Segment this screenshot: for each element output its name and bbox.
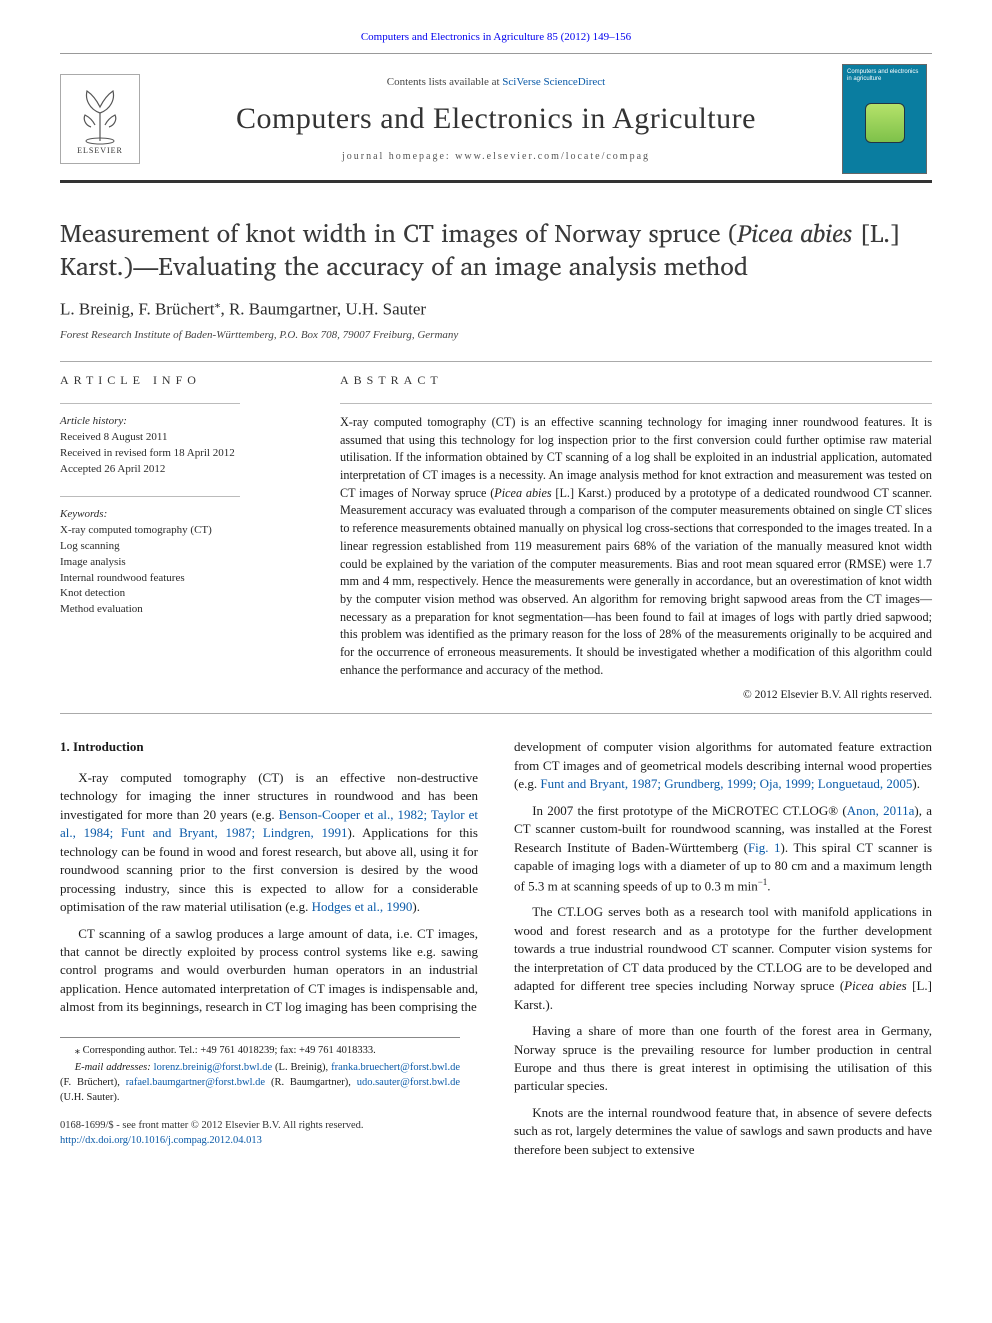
footnotes: ⁎ Corresponding author. Tel.: +49 761 40… [60, 1037, 460, 1106]
citation-link[interactable]: Funt and Bryant, 1987; Grundberg, 1999; … [540, 776, 912, 791]
cover-graphic-icon [865, 103, 905, 143]
article-info-heading: ARTICLE INFO [60, 372, 300, 389]
publisher-logo-col: ELSEVIER [60, 74, 150, 164]
affiliation: Forest Research Institute of Baden-Württ… [60, 328, 932, 343]
citation-link[interactable]: Anon, 2011a [847, 803, 915, 818]
abstract-species: Picea abies [494, 486, 551, 500]
abstract-bottom-rule [60, 713, 932, 714]
info-rule-2 [60, 496, 240, 497]
cover-col: Computers and electronics in agriculture [842, 64, 932, 174]
authors: L. Breinig, F. Brüchert⁎, R. Baumgartner… [60, 296, 932, 321]
info-rule-1 [60, 403, 240, 404]
section-heading-intro: 1. Introduction [60, 738, 478, 756]
email-link[interactable]: franka.bruechert@forst.bwl.de [331, 1062, 460, 1073]
text: ). [412, 899, 420, 914]
email-label: E-mail addresses: [75, 1062, 151, 1073]
text: (R. Baumgartner), [265, 1077, 357, 1088]
email-link[interactable]: lorenz.breinig@forst.bwl.de [154, 1062, 272, 1073]
paragraph: Knots are the internal roundwood feature… [514, 1104, 932, 1159]
keyword: Knot detection [60, 586, 300, 602]
text: (U.H. Sauter). [60, 1092, 119, 1103]
journal-name: Computers and Electronics in Agriculture [164, 98, 828, 140]
info-abstract-row: ARTICLE INFO Article history: Received 8… [60, 361, 932, 703]
article-history: Article history: Received 8 August 2011 … [60, 414, 300, 478]
superscript: −1 [758, 877, 768, 887]
revised-date: Received in revised form 18 April 2012 [60, 446, 300, 462]
page-footer: 0168-1699/$ - see front matter © 2012 El… [60, 1119, 478, 1149]
article-title: Measurement of knot width in CT images o… [60, 217, 932, 282]
keyword: Image analysis [60, 555, 300, 571]
abstract-rule [340, 403, 932, 404]
masthead-center: Contents lists available at SciVerse Sci… [164, 75, 828, 164]
keyword: X-ray computed tomography (CT) [60, 523, 300, 539]
body-right-col: development of computer vision algorithm… [514, 738, 932, 1167]
paragraph: Having a share of more than one fourth o… [514, 1022, 932, 1096]
keywords-label: Keywords: [60, 507, 300, 523]
email-footnote: E-mail addresses: lorenz.breinig@forst.b… [60, 1061, 460, 1106]
citation-link[interactable]: Hodges et al., 1990 [312, 899, 413, 914]
journal-cover: Computers and electronics in agriculture [842, 64, 927, 174]
contents-prefix: Contents lists available at [387, 76, 502, 88]
abstract-post: [L.] Karst.) produced by a prototype of … [340, 486, 932, 677]
elsevier-logo: ELSEVIER [60, 74, 140, 164]
keyword: Log scanning [60, 539, 300, 555]
text: . [767, 878, 770, 893]
authors-pre: L. Breinig, F. Brüchert [60, 300, 214, 319]
keyword: Method evaluation [60, 602, 300, 618]
text: ). [912, 776, 920, 791]
sciencedirect-link[interactable]: SciVerse ScienceDirect [502, 76, 605, 88]
text: (F. Brüchert), [60, 1077, 126, 1088]
abstract-heading: ABSTRACT [340, 372, 932, 389]
page-root: Computers and Electronics in Agriculture… [0, 0, 992, 1207]
article-info-col: ARTICLE INFO Article history: Received 8… [60, 372, 300, 703]
corresponding-footnote: ⁎ Corresponding author. Tel.: +49 761 40… [60, 1044, 460, 1059]
paragraph: X-ray computed tomography (CT) is an eff… [60, 769, 478, 917]
figure-link[interactable]: Fig. 1 [748, 840, 781, 855]
authors-post: , R. Baumgartner, U.H. Sauter [220, 300, 426, 319]
paragraph: development of computer vision algorithm… [514, 738, 932, 793]
accepted-date: Accepted 26 April 2012 [60, 462, 300, 478]
cover-title: Computers and electronics in agriculture [847, 69, 922, 82]
doi-link[interactable]: http://dx.doi.org/10.1016/j.compag.2012.… [60, 1135, 262, 1146]
body-columns: 1. Introduction X-ray computed tomograph… [60, 738, 932, 1167]
paragraph: CT scanning of a sawlog produces a large… [60, 925, 478, 1017]
keywords-block: Keywords: X-ray computed tomography (CT)… [60, 507, 300, 619]
abstract-text: X-ray computed tomography (CT) is an eff… [340, 414, 932, 679]
top-citation: Computers and Electronics in Agriculture… [60, 30, 932, 45]
contents-line: Contents lists available at SciVerse Sci… [164, 75, 828, 90]
email-link[interactable]: rafael.baumgartner@forst.bwl.de [126, 1077, 265, 1088]
publisher-label: ELSEVIER [77, 145, 123, 156]
journal-homepage: journal homepage: www.elsevier.com/locat… [164, 150, 828, 164]
text: In 2007 the first prototype of the MiCRO… [532, 803, 847, 818]
history-label: Article history: [60, 414, 300, 430]
species-name: Picea abies [844, 978, 907, 993]
abstract-col: ABSTRACT X-ray computed tomography (CT) … [340, 372, 932, 703]
paragraph: The CT.LOG serves both as a research too… [514, 903, 932, 1014]
keyword: Internal roundwood features [60, 571, 300, 587]
citation-link[interactable]: Computers and Electronics in Agriculture… [361, 31, 631, 43]
elsevier-tree-icon [71, 83, 129, 145]
title-species: Picea abies [737, 212, 852, 253]
abstract-copyright: © 2012 Elsevier B.V. All rights reserved… [340, 687, 932, 703]
paragraph: In 2007 the first prototype of the MiCRO… [514, 802, 932, 896]
received-date: Received 8 August 2011 [60, 430, 300, 446]
body-left-col: 1. Introduction X-ray computed tomograph… [60, 738, 478, 1167]
text: (L. Breinig), [272, 1062, 331, 1073]
front-matter-line: 0168-1699/$ - see front matter © 2012 El… [60, 1119, 478, 1134]
masthead: ELSEVIER Contents lists available at Sci… [60, 54, 932, 183]
email-link[interactable]: udo.sauter@forst.bwl.de [357, 1077, 460, 1088]
